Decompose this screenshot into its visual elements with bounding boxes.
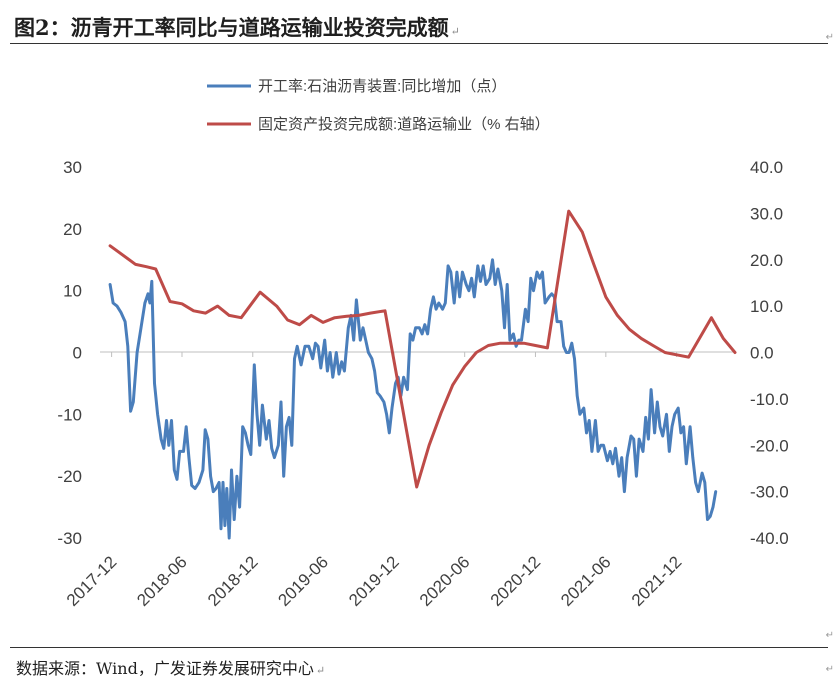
x-tick-label: 2020-12 <box>487 552 545 610</box>
x-tick-label: 2017-12 <box>63 552 121 610</box>
x-tick-label: 2018-12 <box>204 552 262 610</box>
footer-rule <box>10 647 828 648</box>
y-right-tick-label: -20.0 <box>750 436 789 455</box>
y-right-tick-label: 0.0 <box>750 344 774 363</box>
legend-label-left-series: 开工率:石油沥青装置:同比增加（点） <box>258 78 506 95</box>
return-mark-icon: ↵ <box>825 664 834 675</box>
x-tick-label: 2018-06 <box>133 552 191 610</box>
series-line-asphalt-utilization <box>108 258 718 540</box>
x-tick-label: 2019-12 <box>345 552 403 610</box>
y-right-tick-label: -30.0 <box>750 483 789 502</box>
return-mark-icon: ↵ <box>825 32 834 43</box>
legend-label-right-series: 固定资产投资完成额:道路运输业（% 右轴） <box>258 116 550 133</box>
y-right-tick-label: -40.0 <box>750 529 789 548</box>
return-mark-icon: ↵ <box>450 25 460 38</box>
chart-legend: 开工率:石油沥青装置:同比增加（点） 固定资产投资完成额:道路运输业（% 右轴） <box>207 78 550 133</box>
series-line-road-investment <box>108 209 737 489</box>
return-mark-icon: ↵ <box>825 630 834 641</box>
y-right-tick-label: 30.0 <box>750 204 783 223</box>
y-left-tick-label: -20 <box>57 467 82 486</box>
axes: 2017-12 2018-06 2018-12 2019-06 2019-12 2020-… <box>57 158 788 610</box>
title-rule <box>10 43 828 44</box>
x-tick-label: 2021-06 <box>557 552 615 610</box>
source-note: 数据来源：Wind，广发证券发展研究中心 ↵ <box>16 655 325 679</box>
x-tick-label: 2021-12 <box>628 552 686 610</box>
y-left-tick-label: 10 <box>63 282 82 301</box>
figure-title-text: 图2：沥青开工率同比与道路运输业投资完成额 <box>14 15 449 40</box>
y-right-tick-label: 10.0 <box>750 297 783 316</box>
y-left-tick-label: 0 <box>73 344 82 363</box>
y-left-tick-label: -10 <box>57 405 82 424</box>
y-right-tick-label: 20.0 <box>750 251 783 270</box>
source-text: 数据来源：Wind，广发证券发展研究中心 <box>16 659 314 678</box>
x-tick-label: 2020-06 <box>416 552 474 610</box>
figure-title: 图2：沥青开工率同比与道路运输业投资完成额 ↵ <box>14 12 460 42</box>
y-left-tick-label: 30 <box>63 158 82 177</box>
return-mark-icon: ↵ <box>315 664 326 677</box>
y-left-tick-label: -30 <box>57 529 82 548</box>
y-right-tick-label: 40.0 <box>750 158 783 177</box>
x-tick-label: 2019-06 <box>274 552 332 610</box>
y-left-tick-label: 20 <box>63 220 82 239</box>
y-right-tick-label: -10.0 <box>750 390 789 409</box>
series-group <box>108 209 737 540</box>
